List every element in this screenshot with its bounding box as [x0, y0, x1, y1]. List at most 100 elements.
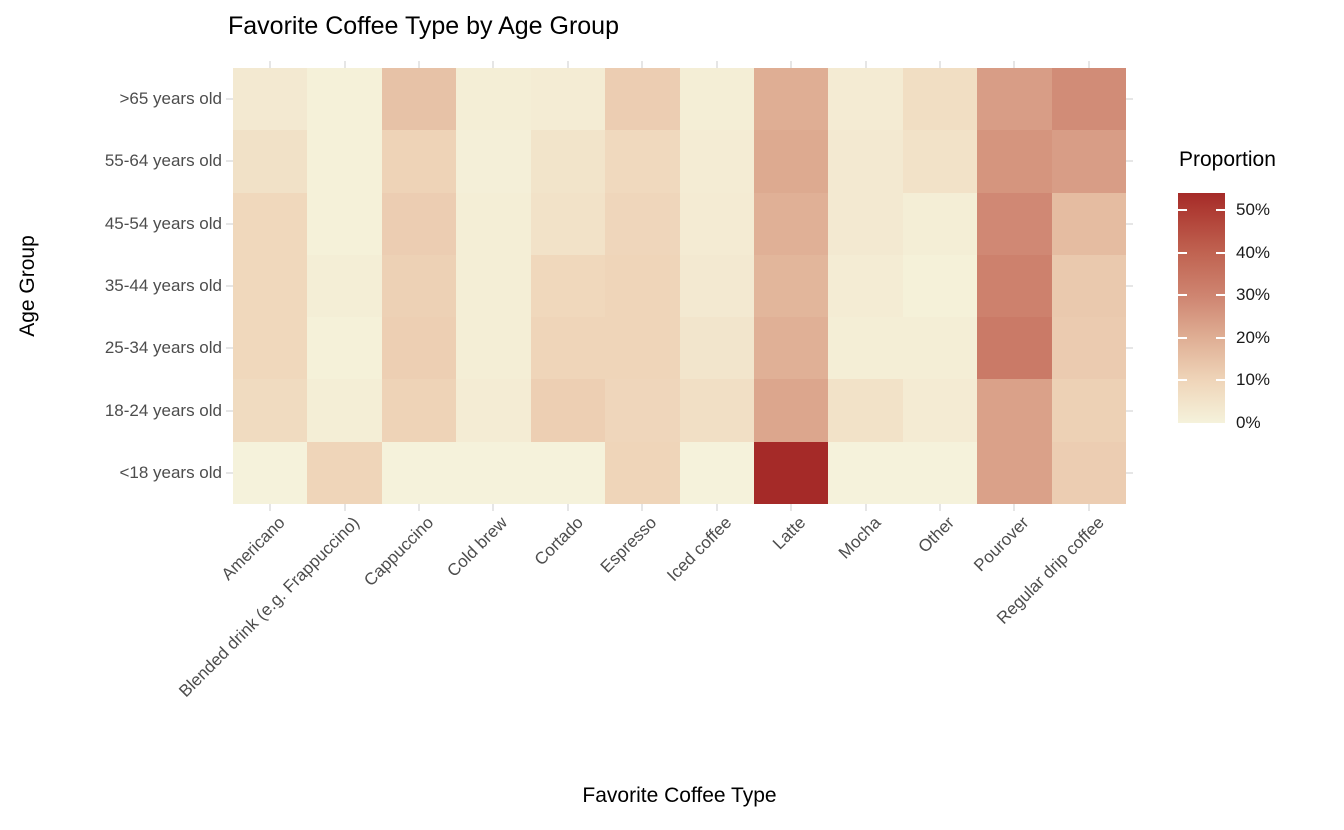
heatmap-cell: [233, 130, 307, 193]
grid-line-y: [1126, 472, 1133, 474]
heatmap-cell: [382, 442, 456, 504]
grid-line-x: [1088, 504, 1090, 511]
heatmap-cell: [531, 442, 605, 504]
grid-line-x: [1013, 504, 1015, 511]
heatmap-cell: [531, 255, 605, 317]
heatmap-cell: [903, 442, 977, 504]
legend-tick-label: 0%: [1236, 413, 1261, 432]
grid-line-x: [790, 504, 792, 511]
heatmap-cell: [531, 193, 605, 255]
heatmap-cell: [307, 130, 382, 193]
heatmap-cell: [1052, 255, 1126, 317]
heatmap-cell: [456, 130, 531, 193]
heatmap-cell: [977, 255, 1052, 317]
grid-line-y: [1126, 410, 1133, 412]
heatmap-cell: [307, 68, 382, 130]
x-tick-label: Latte: [769, 513, 810, 554]
y-tick-label: 25-34 years old: [104, 338, 222, 357]
heatmap-cell: [1052, 193, 1126, 255]
y-tick-label: >65 years old: [119, 89, 222, 108]
y-tick-label: 55-64 years old: [104, 151, 222, 170]
x-tick-label: Iced coffee: [663, 513, 736, 586]
heatmap-cell: [680, 193, 754, 255]
grid-line-x: [567, 504, 569, 511]
legend-title: Proportion: [1179, 148, 1276, 171]
grid-line-x: [641, 504, 643, 511]
grid-line-x: [939, 504, 941, 511]
legend-colorbar: [1178, 193, 1225, 423]
legend-tick-label: 40%: [1236, 243, 1271, 262]
heatmap-cell: [605, 193, 680, 255]
heatmap-cell: [680, 442, 754, 504]
grid-line-y: [226, 285, 233, 287]
legend-tick: [1216, 252, 1225, 254]
grid-line-y: [226, 160, 233, 162]
legend-tick: [1178, 209, 1187, 211]
grid-line-x: [344, 61, 346, 68]
legend-tick-label: 30%: [1236, 285, 1271, 304]
heatmap-cell: [828, 193, 903, 255]
legend-tick: [1216, 379, 1225, 381]
heatmap-cell: [680, 255, 754, 317]
heatmap-cell: [903, 130, 977, 193]
grid-line-x: [344, 504, 346, 511]
x-tick-label: Pourover: [970, 513, 1033, 576]
heatmap-cell: [754, 442, 828, 504]
x-tick-label: Cold brew: [443, 513, 512, 581]
heatmap-cell: [680, 317, 754, 379]
legend-tick: [1178, 252, 1187, 254]
heatmap-cell: [382, 193, 456, 255]
grid-line-x: [939, 61, 941, 68]
grid-line-x: [865, 61, 867, 68]
x-axis-title: Favorite Coffee Type: [582, 784, 777, 807]
legend-tick: [1216, 209, 1225, 211]
heatmap-cell: [754, 255, 828, 317]
y-tick-label: <18 years old: [119, 463, 222, 482]
grid-line-y: [1126, 285, 1133, 287]
heatmap-cell: [382, 68, 456, 130]
grid-line-x: [716, 61, 718, 68]
x-tick-label: Cappuccino: [360, 513, 438, 590]
heatmap-cell: [754, 193, 828, 255]
heatmap-cell: [531, 379, 605, 442]
heatmap-cell: [828, 442, 903, 504]
heatmap-cell: [828, 317, 903, 379]
heatmap-cell: [1052, 442, 1126, 504]
grid-line-x: [269, 504, 271, 511]
heatmap-cell: [680, 68, 754, 130]
y-axis-title: Age Group: [16, 235, 39, 337]
heatmap-cell: [456, 317, 531, 379]
heatmap-cell: [903, 317, 977, 379]
legend-tick-label: 10%: [1236, 370, 1271, 389]
heatmap-cell: [307, 193, 382, 255]
heatmap-cell: [531, 317, 605, 379]
heatmap-cell: [456, 379, 531, 442]
grid-line-y: [226, 472, 233, 474]
legend-tick: [1216, 337, 1225, 339]
heatmap-cell: [977, 379, 1052, 442]
heatmap-cell: [977, 317, 1052, 379]
grid-line-x: [418, 504, 420, 511]
heatmap-cell: [1052, 317, 1126, 379]
heatmap-cell: [233, 255, 307, 317]
heatmap-cell: [754, 379, 828, 442]
heatmap-cell: [605, 130, 680, 193]
legend-tick: [1178, 294, 1187, 296]
heatmap-cell: [307, 379, 382, 442]
grid-line-x: [567, 61, 569, 68]
grid-line-x: [1088, 61, 1090, 68]
grid-line-x: [269, 61, 271, 68]
heatmap-cell: [605, 442, 680, 504]
heatmap-cell: [903, 68, 977, 130]
heatmap-cell: [233, 442, 307, 504]
grid-line-x: [865, 504, 867, 511]
legend-tick: [1178, 379, 1187, 381]
grid-line-y: [226, 223, 233, 225]
heatmap-cell: [307, 317, 382, 379]
heatmap-cell: [456, 255, 531, 317]
chart-title: Favorite Coffee Type by Age Group: [228, 12, 619, 40]
heatmap-cell: [977, 130, 1052, 193]
heatmap-cell: [1052, 130, 1126, 193]
legend-tick: [1216, 294, 1225, 296]
